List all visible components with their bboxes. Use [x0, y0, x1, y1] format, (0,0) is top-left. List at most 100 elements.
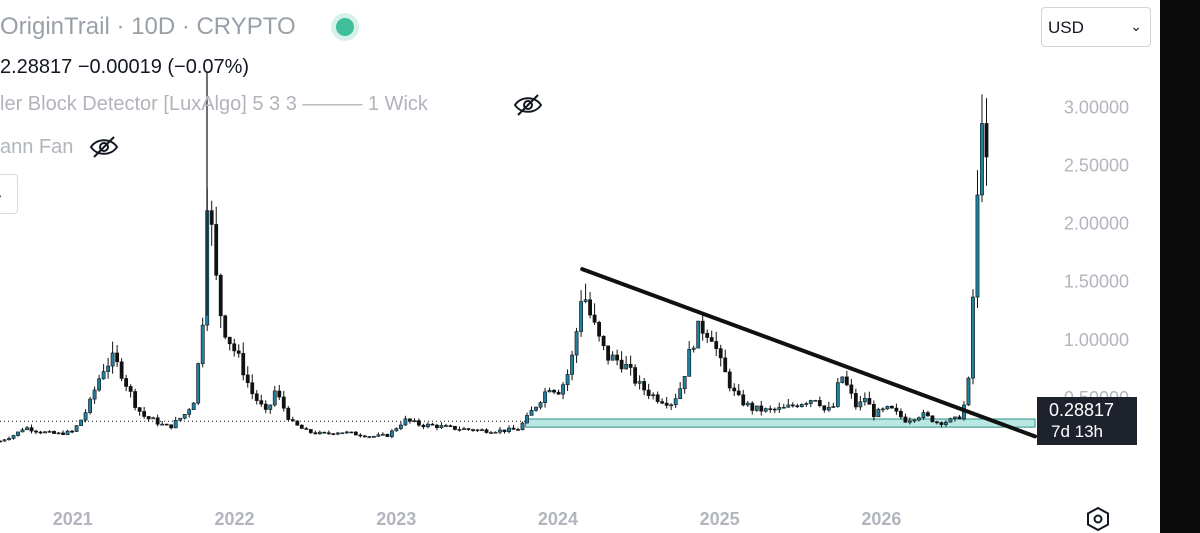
- currency-select[interactable]: USD ⌄: [1041, 7, 1151, 47]
- candle: [754, 405, 759, 412]
- candle: [975, 170, 980, 308]
- candle: [705, 329, 710, 344]
- eye-crossed-icon[interactable]: [88, 134, 120, 160]
- candle: [732, 383, 737, 396]
- candle: [930, 415, 935, 423]
- candle: [700, 312, 705, 341]
- candle: [894, 403, 899, 415]
- candle: [579, 290, 583, 337]
- candle: [750, 401, 755, 415]
- candle: [439, 422, 444, 429]
- candle: [565, 369, 570, 391]
- market-status-dot: [336, 18, 354, 36]
- candle: [588, 291, 592, 319]
- candle: [335, 431, 340, 436]
- price-axis: 0.500001.000001.500002.000002.500003.000…: [1064, 97, 1129, 407]
- candle: [385, 433, 390, 437]
- candle: [723, 349, 728, 373]
- candle: [79, 419, 83, 426]
- candle: [853, 388, 858, 410]
- candle: [56, 431, 61, 435]
- candle: [714, 331, 719, 357]
- candle: [444, 423, 448, 427]
- candle: [525, 412, 529, 424]
- candle: [628, 355, 633, 376]
- candle: [610, 351, 615, 361]
- candle: [146, 415, 151, 422]
- candle: [471, 428, 475, 432]
- candle: [7, 436, 11, 441]
- candle: [417, 418, 421, 427]
- x-tick-label: 2021: [53, 509, 93, 529]
- candle: [799, 403, 804, 408]
- candle: [493, 431, 498, 434]
- candle: [457, 426, 462, 432]
- candle: [651, 392, 656, 400]
- candle: [768, 405, 773, 413]
- candle: [137, 407, 142, 416]
- candle: [160, 420, 165, 426]
- candle: [971, 289, 975, 385]
- candle: [426, 422, 430, 429]
- candle: [813, 399, 818, 402]
- candle: [862, 392, 867, 406]
- candle: [687, 341, 692, 377]
- candle: [272, 385, 277, 407]
- candle: [871, 400, 876, 421]
- candle: [448, 424, 453, 427]
- candle: [43, 431, 47, 434]
- y-tick-label: 1.50000: [1064, 272, 1129, 292]
- candle: [155, 414, 160, 427]
- candle: [191, 402, 196, 410]
- symbol-title[interactable]: OriginTrail · 10D · CRYPTO: [0, 13, 296, 40]
- candle: [61, 430, 65, 436]
- candle: [358, 433, 363, 438]
- candle: [245, 366, 250, 388]
- candle: [570, 350, 574, 381]
- candle: [151, 416, 156, 420]
- candle: [462, 426, 466, 430]
- candle: [34, 429, 38, 435]
- candle: [263, 400, 268, 414]
- candle: [178, 417, 183, 422]
- price-change-line: 2.28817 −0.00019 (−0.07%): [0, 56, 250, 78]
- candle: [808, 399, 813, 408]
- candle: [520, 421, 525, 431]
- candle: [214, 206, 219, 281]
- candle: [840, 376, 845, 384]
- candle: [709, 330, 714, 342]
- candle: [92, 386, 97, 404]
- candle: [277, 384, 282, 400]
- candle: [97, 374, 101, 392]
- candle: [592, 303, 597, 325]
- candle: [331, 433, 336, 436]
- candle: [826, 401, 831, 412]
- eye-crossed-icon[interactable]: [512, 92, 544, 118]
- candle: [11, 434, 16, 440]
- candle: [367, 435, 372, 439]
- candle: [313, 430, 318, 435]
- x-tick-label: 2024: [538, 509, 578, 529]
- candle: [182, 414, 187, 420]
- collapse-legend-button[interactable]: ›: [0, 174, 18, 214]
- bar-countdown: 7d 13h: [1051, 422, 1103, 441]
- candle: [52, 430, 56, 434]
- settings-hexagon-icon[interactable]: [1084, 505, 1112, 533]
- candle: [664, 397, 669, 409]
- candle: [921, 409, 926, 420]
- candle: [20, 427, 25, 433]
- candle: [209, 200, 214, 246]
- indicator-label-gann-fan[interactable]: ann Fan: [0, 136, 74, 158]
- candle: [858, 396, 863, 411]
- candle: [678, 382, 683, 400]
- candle: [304, 426, 309, 430]
- indicator-label-order-block[interactable]: ler Block Detector [LuxAlgo] 5 3 3 ——— 1…: [0, 93, 428, 115]
- candle: [480, 428, 484, 432]
- candle: [290, 416, 295, 422]
- candle: [804, 401, 809, 407]
- y-tick-label: 3.00000: [1064, 97, 1129, 117]
- candle: [88, 396, 92, 415]
- last-price-tag: 0.28817 7d 13h: [1037, 397, 1137, 445]
